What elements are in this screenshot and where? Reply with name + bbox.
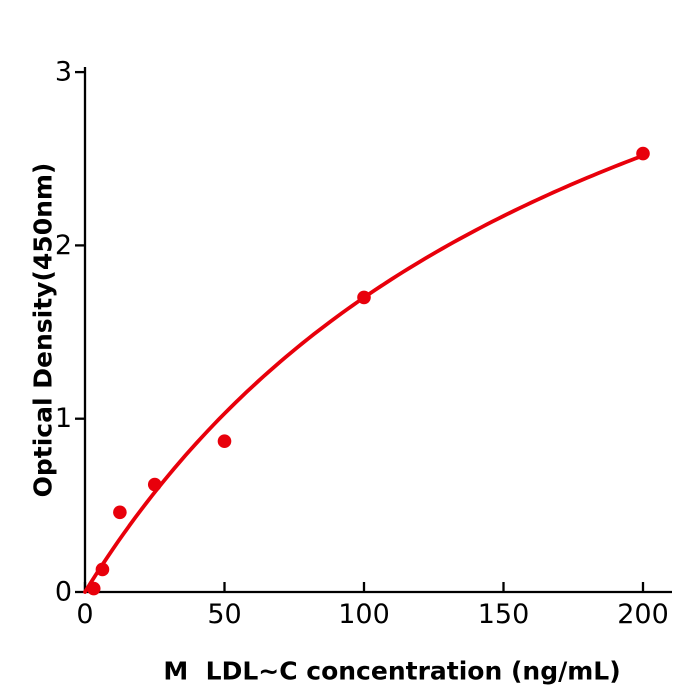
data-point [217, 434, 232, 449]
y-tick-label: 1 [55, 403, 72, 434]
y-tick-label: 2 [55, 230, 72, 261]
x-tick-label: 100 [338, 599, 390, 630]
data-points [86, 146, 650, 596]
axes-spines [83, 67, 672, 594]
y-tick-label: 0 [55, 577, 72, 608]
x-axis-ticks: 0 50 100 150 200 [76, 582, 669, 630]
x-tick-label: 50 [207, 599, 241, 630]
data-point [95, 562, 110, 577]
x-tick-label: 150 [478, 599, 530, 630]
y-axis-title: Optical Density(450nm) [29, 163, 58, 498]
fit-curve-line [83, 153, 645, 594]
y-tick-label: 3 [55, 57, 72, 88]
data-point [113, 505, 127, 520]
x-tick-label: 0 [76, 599, 93, 630]
data-point [357, 290, 371, 305]
data-point [86, 581, 101, 596]
data-point [147, 477, 162, 492]
fit-curve [83, 153, 645, 594]
x-axis-title: M LDL~C concentration (ng/mL) [163, 656, 620, 685]
axis-spine [83, 67, 672, 594]
data-point [636, 146, 650, 161]
y-axis-ticks: 0 1 2 3 [55, 57, 85, 608]
x-tick-label: 200 [617, 599, 669, 630]
